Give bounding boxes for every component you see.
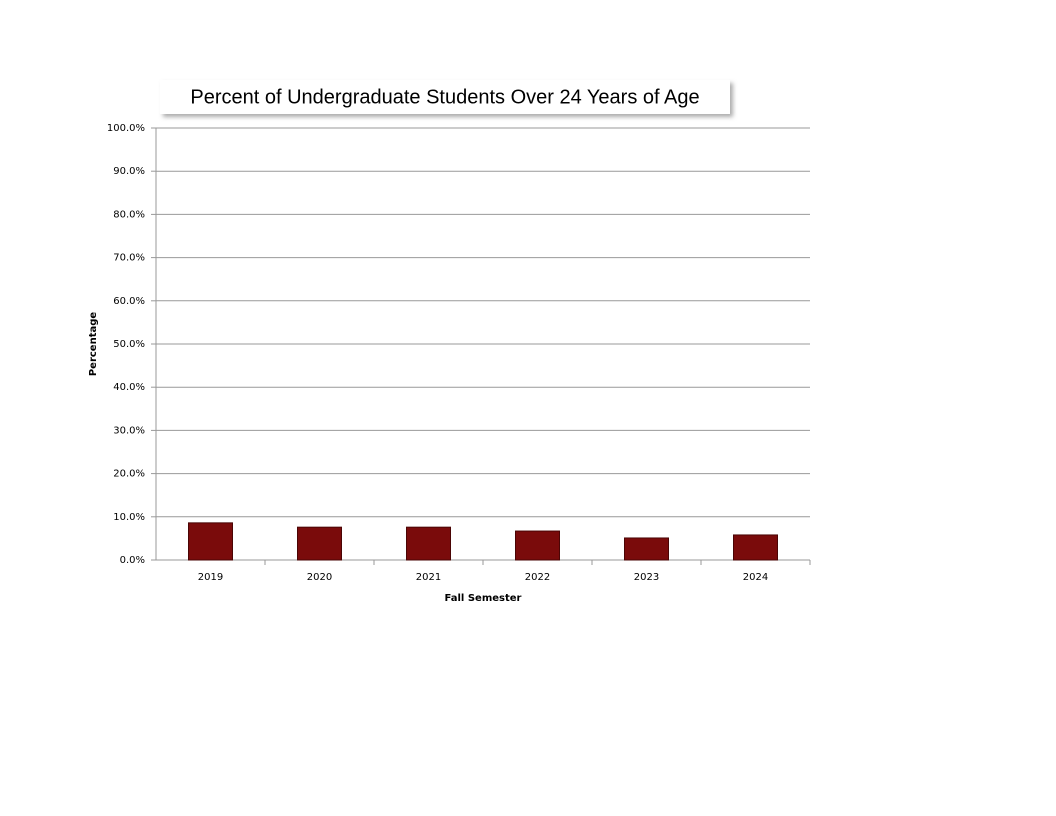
bar — [515, 530, 560, 561]
x-tick-label: 2019 — [198, 572, 223, 583]
y-tick-label: 0.0% — [120, 555, 145, 566]
bar — [188, 522, 233, 561]
y-axis-title: Percentage — [88, 312, 99, 377]
y-tick-label: 60.0% — [113, 296, 145, 307]
x-tick-label: 2024 — [743, 572, 768, 583]
y-tick-label: 40.0% — [113, 382, 145, 393]
y-tick-label: 30.0% — [113, 425, 145, 436]
bar — [733, 534, 778, 561]
chart-title: Percent of Undergraduate Students Over 2… — [190, 86, 699, 108]
x-tick-label: 2023 — [634, 572, 659, 583]
bar — [406, 526, 451, 561]
y-tick-label: 80.0% — [113, 209, 145, 220]
y-tick-label: 90.0% — [113, 166, 145, 177]
title-box — [160, 80, 730, 114]
y-tick-label: 50.0% — [113, 339, 145, 350]
y-tick-label: 10.0% — [113, 512, 145, 523]
y-tick-label: 100.0% — [107, 123, 145, 134]
y-tick-label: 20.0% — [113, 469, 145, 480]
bar — [624, 537, 669, 561]
bar — [297, 526, 342, 561]
y-tick-label: 70.0% — [113, 253, 145, 264]
x-tick-label: 2021 — [416, 572, 441, 583]
x-tick-label: 2020 — [307, 572, 332, 583]
x-axis-title: Fall Semester — [445, 593, 522, 604]
x-tick-label: 2022 — [525, 572, 550, 583]
